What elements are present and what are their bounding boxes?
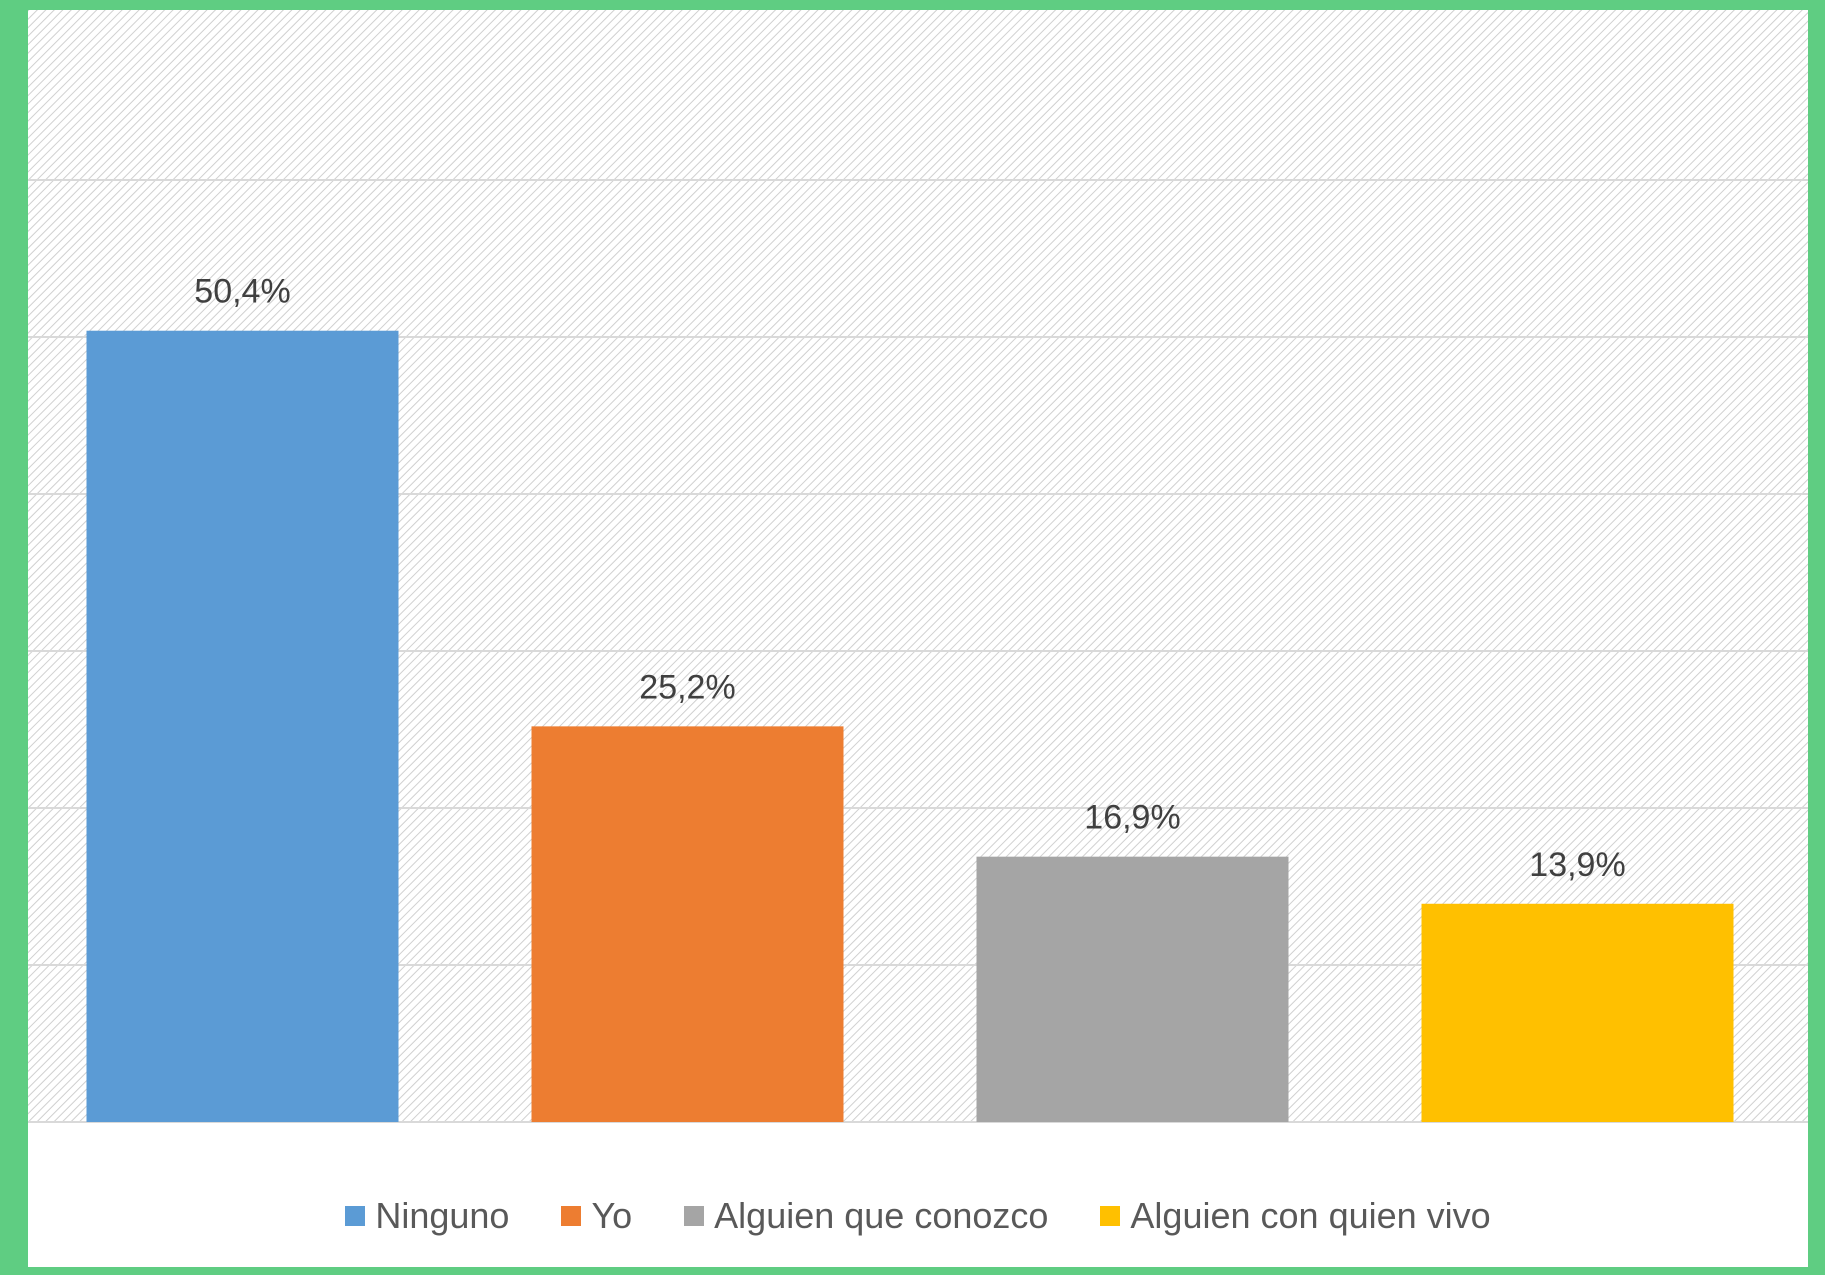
legend-label: Yo — [591, 1195, 633, 1236]
bar-ninguno — [86, 330, 399, 1123]
legend-item-alguien-con-quien-vivo: Alguien con quien vivo — [1100, 1195, 1491, 1237]
legend-swatch — [1100, 1206, 1121, 1226]
legend: Ninguno Yo Alguien que conozco Alguien c… — [28, 1195, 1808, 1237]
legend-label: Alguien con quien vivo — [1130, 1195, 1491, 1236]
bars — [86, 330, 1734, 1123]
bar-chart: 50,4% 25,2% 16,9% 13,9% — [28, 10, 1808, 1123]
legend-item-ninguno: Ninguno — [345, 1195, 509, 1237]
legend-item-yo: Yo — [561, 1195, 632, 1237]
data-label: 25,2% — [639, 668, 735, 706]
legend-label: Ninguno — [375, 1195, 510, 1236]
legend-label: Alguien que conozco — [714, 1195, 1049, 1236]
legend-swatch — [561, 1206, 582, 1226]
data-label: 16,9% — [1084, 799, 1180, 837]
legend-swatch — [684, 1206, 705, 1226]
data-label: 13,9% — [1529, 846, 1625, 884]
data-label: 50,4% — [194, 273, 290, 311]
legend-swatch — [345, 1206, 366, 1226]
chart-frame: 50,4% 25,2% 16,9% 13,9% Ninguno Yo Alguien … — [28, 10, 1808, 1267]
bar-alguien-con-quien-vivo — [1421, 903, 1734, 1122]
legend-item-alguien-que-conozco: Alguien que conozco — [684, 1195, 1048, 1237]
data-labels: 50,4% 25,2% 16,9% 13,9% — [194, 273, 1625, 884]
bar-alguien-que-conozco — [976, 856, 1289, 1122]
bar-yo — [531, 726, 844, 1122]
